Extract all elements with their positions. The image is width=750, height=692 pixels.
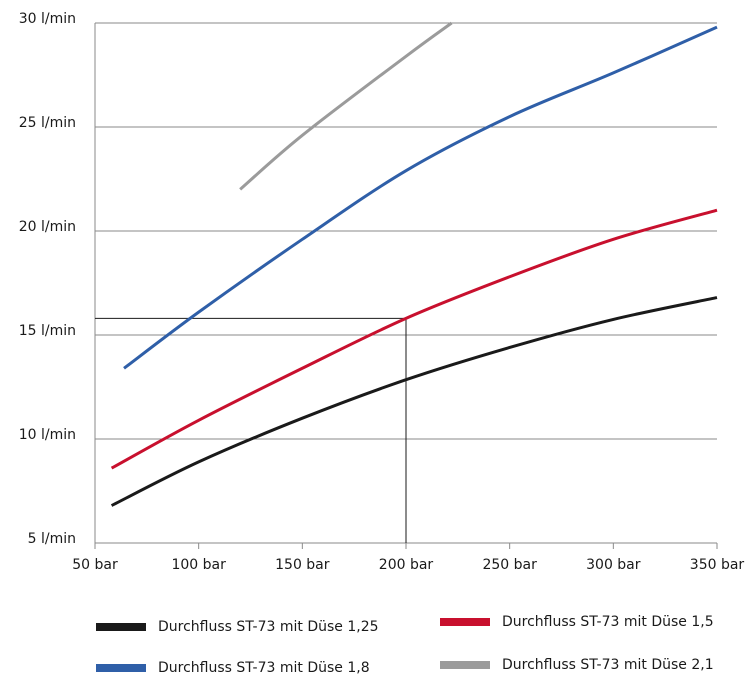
y-tick-label: 20 l/min bbox=[19, 219, 76, 235]
y-tick-label: 5 l/min bbox=[28, 531, 76, 547]
legend-label: Durchfluss ST-73 mit Düse 2,1 bbox=[502, 657, 714, 673]
y-tick-label: 15 l/min bbox=[19, 323, 76, 339]
x-tick-label: 150 bar bbox=[275, 557, 330, 573]
y-tick-label: 30 l/min bbox=[19, 11, 76, 27]
y-tick-label: 25 l/min bbox=[19, 115, 76, 131]
legend-swatch bbox=[440, 661, 490, 669]
series-line bbox=[110, 208, 718, 470]
x-tick-label: 250 bar bbox=[482, 557, 537, 573]
x-tick-label: 50 bar bbox=[72, 557, 118, 573]
legend-label: Durchfluss ST-73 mit Düse 1,25 bbox=[158, 619, 379, 635]
x-tick-label: 100 bar bbox=[171, 557, 226, 573]
legend-swatch bbox=[440, 618, 490, 626]
y-tick-label: 10 l/min bbox=[19, 427, 76, 443]
x-tick-label: 300 bar bbox=[586, 557, 641, 573]
series-line bbox=[123, 25, 718, 370]
x-tick-label: 200 bar bbox=[379, 557, 434, 573]
legend-swatch bbox=[96, 623, 146, 631]
legend-label: Durchfluss ST-73 mit Düse 1,5 bbox=[502, 614, 714, 630]
series-line bbox=[110, 296, 718, 507]
series-line bbox=[239, 21, 453, 191]
legend-label: Durchfluss ST-73 mit Düse 1,8 bbox=[158, 660, 370, 676]
legend-swatch bbox=[96, 664, 146, 672]
x-tick-label: 350 bar bbox=[690, 557, 745, 573]
